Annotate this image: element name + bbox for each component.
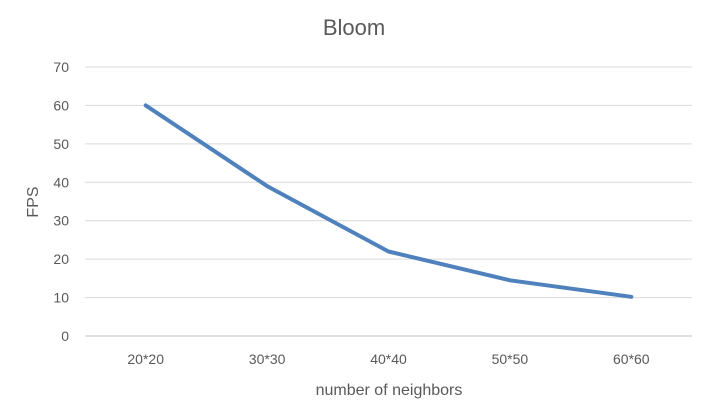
x-tick-label: 30*30 [249,351,286,367]
chart-title: Bloom [323,15,385,40]
series-lines [143,103,634,299]
x-tick-label: 20*20 [127,351,164,367]
y-tick-label: 0 [61,328,69,344]
y-tick-label: 10 [53,290,69,306]
x-axis-title: number of neighbors [316,382,463,399]
gridlines [85,66,692,299]
x-tick-label: 60*60 [613,351,650,367]
y-axis-title: FPS [25,186,42,217]
y-tick-label: 50 [53,136,69,152]
y-tick-label: 40 [53,174,69,190]
y-tick-label: 20 [53,251,69,267]
x-tick-label: 50*50 [492,351,529,367]
x-tick-label: 40*40 [370,351,407,367]
y-tick-label: 70 [53,59,69,75]
y-tick-label: 60 [53,97,69,113]
x-axis-ticks: 20*20 30*30 40*40 50*50 60*60 [127,351,649,367]
y-axis-ticks: 0 10 20 30 40 50 60 70 [53,59,69,344]
y-tick-label: 30 [53,213,69,229]
series-line-0 [143,103,634,299]
